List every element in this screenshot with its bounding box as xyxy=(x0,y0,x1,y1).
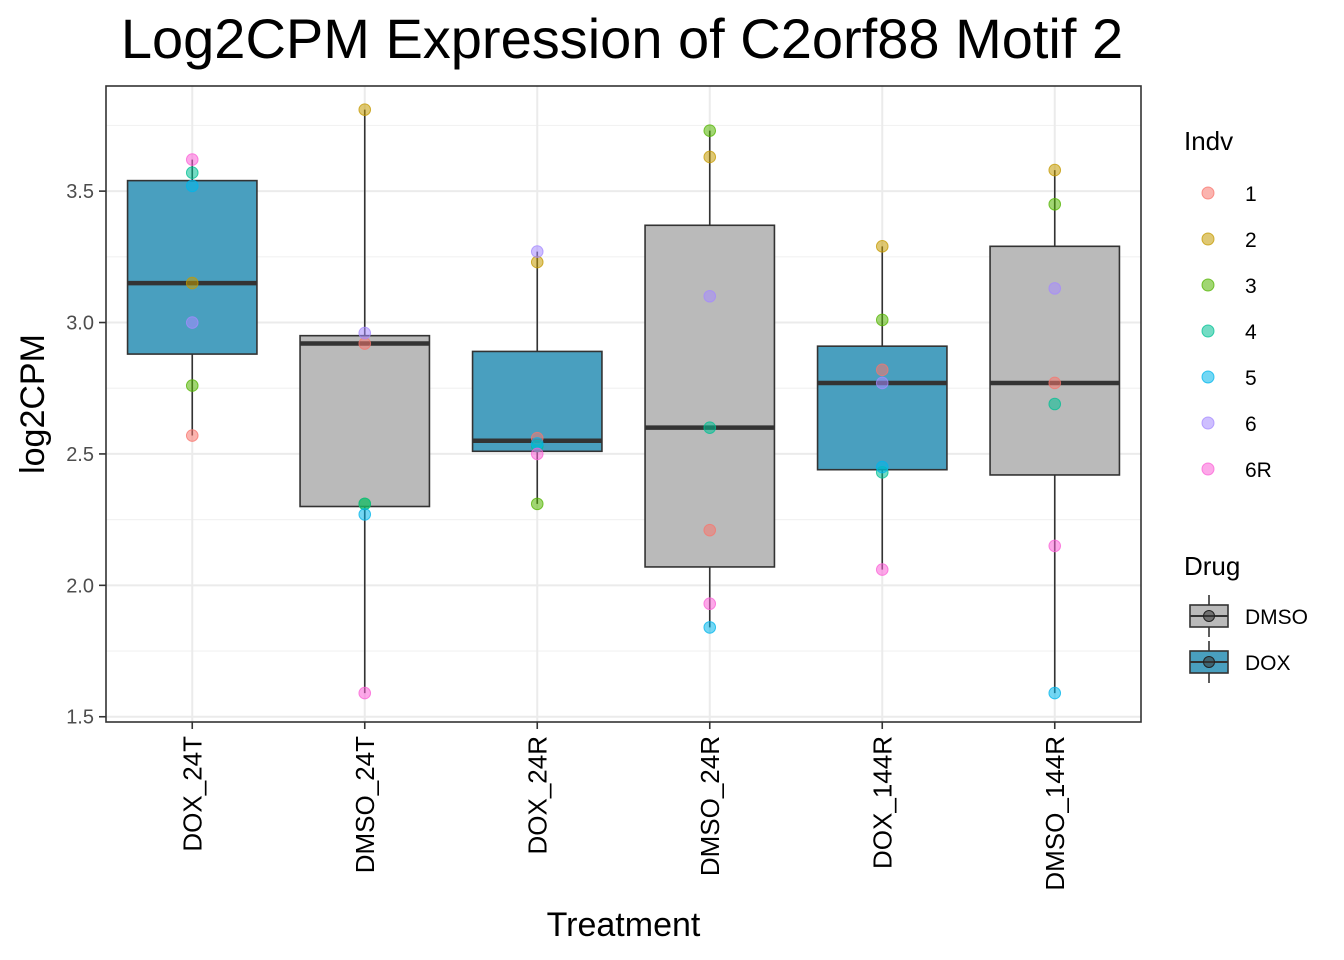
chart-title: Log2CPM Expression of C2orf88 Motif 2 xyxy=(121,7,1123,70)
box-DMSO_24R xyxy=(644,224,776,568)
legend-indv: Indv 1 2 3 4 5 6 6R xyxy=(1184,126,1272,482)
data-point xyxy=(703,289,717,303)
data-point xyxy=(1048,163,1062,177)
data-point xyxy=(1048,282,1062,295)
data-point xyxy=(358,326,372,340)
data-point xyxy=(875,363,889,377)
legend-drug-title: Drug xyxy=(1184,551,1240,581)
y-tick-label: 3.5 xyxy=(66,181,94,203)
data-point xyxy=(185,153,199,166)
legend-indv-key xyxy=(1201,186,1215,200)
legend-indv-key xyxy=(1201,324,1215,338)
legend-indv-label: 6R xyxy=(1245,459,1272,482)
x-axis-ticks: DOX_24T DMSO_24T DOX_24R DMSO_24R DOX_144R DM… xyxy=(177,722,1070,891)
data-point xyxy=(703,597,717,611)
legend-indv-label: 1 xyxy=(1245,183,1257,206)
legend-indv-label: 3 xyxy=(1245,275,1257,298)
data-point xyxy=(185,179,199,193)
legend-drug-key-point xyxy=(1203,656,1215,668)
data-point xyxy=(875,460,889,474)
data-point xyxy=(530,497,544,511)
data-point xyxy=(530,255,544,269)
data-point xyxy=(1048,686,1062,700)
data-point xyxy=(1048,397,1062,411)
x-tick-label: DOX_24R xyxy=(522,736,552,855)
data-point xyxy=(358,497,372,511)
data-point xyxy=(358,103,372,116)
x-axis-title: Treatment xyxy=(547,906,701,944)
legend-drug-label: DOX xyxy=(1245,652,1291,675)
box-DMSO_24T xyxy=(299,334,431,508)
data-points xyxy=(185,103,1062,700)
y-tick-label: 2.5 xyxy=(66,444,94,466)
data-point xyxy=(875,563,889,576)
data-point xyxy=(530,437,544,450)
data-point xyxy=(1048,376,1062,390)
data-point xyxy=(185,166,199,180)
data-point xyxy=(703,124,717,137)
legend-indv-label: 2 xyxy=(1245,229,1257,252)
data-point xyxy=(1048,539,1062,553)
x-tick-label: DOX_24T xyxy=(177,736,207,852)
legend-drug-key-point xyxy=(1203,610,1215,622)
data-point xyxy=(1048,197,1062,211)
y-axis-ticks: 1.5 2.0 2.5 3.0 3.5 xyxy=(66,181,106,729)
data-point xyxy=(703,150,717,164)
data-point xyxy=(358,508,372,521)
data-point xyxy=(358,686,372,700)
box-DMSO_144R xyxy=(989,245,1121,476)
data-point xyxy=(185,379,199,392)
y-tick-label: 2.0 xyxy=(66,575,94,597)
data-point xyxy=(875,240,889,253)
legend-indv-label: 6 xyxy=(1245,413,1257,436)
x-tick-label: DMSO_24T xyxy=(350,736,380,873)
data-point xyxy=(875,376,889,390)
boxes xyxy=(126,179,1121,568)
x-tick-label: DMSO_144R xyxy=(1040,736,1070,891)
legend-indv-key xyxy=(1201,232,1215,246)
legend-indv-label: 4 xyxy=(1245,321,1257,344)
x-tick-label: DOX_144R xyxy=(867,736,897,869)
data-point xyxy=(703,523,717,537)
y-tick-label: 1.5 xyxy=(66,707,94,729)
legend-indv-title: Indv xyxy=(1184,126,1233,156)
legend-indv-key xyxy=(1201,278,1215,292)
data-point xyxy=(185,276,199,290)
data-point xyxy=(185,429,199,442)
plot-panel-border xyxy=(105,85,1142,723)
data-point xyxy=(530,245,544,258)
y-axis-title: log2CPM xyxy=(14,334,52,474)
data-point xyxy=(530,447,544,461)
data-point xyxy=(875,313,889,327)
data-point xyxy=(703,421,717,434)
y-tick-label: 3.0 xyxy=(66,313,94,335)
data-point xyxy=(185,316,199,329)
legend-indv-key xyxy=(1201,370,1215,384)
legend-drug: Drug DMSO DOX xyxy=(1184,551,1308,683)
data-point xyxy=(358,337,372,350)
data-point xyxy=(703,621,717,634)
legend-indv-label: 5 xyxy=(1245,367,1257,390)
legend-drug-label: DMSO xyxy=(1245,606,1308,629)
x-tick-label: DMSO_24R xyxy=(695,736,725,876)
legend-indv-key xyxy=(1201,462,1215,476)
legend-indv-key xyxy=(1201,416,1215,430)
